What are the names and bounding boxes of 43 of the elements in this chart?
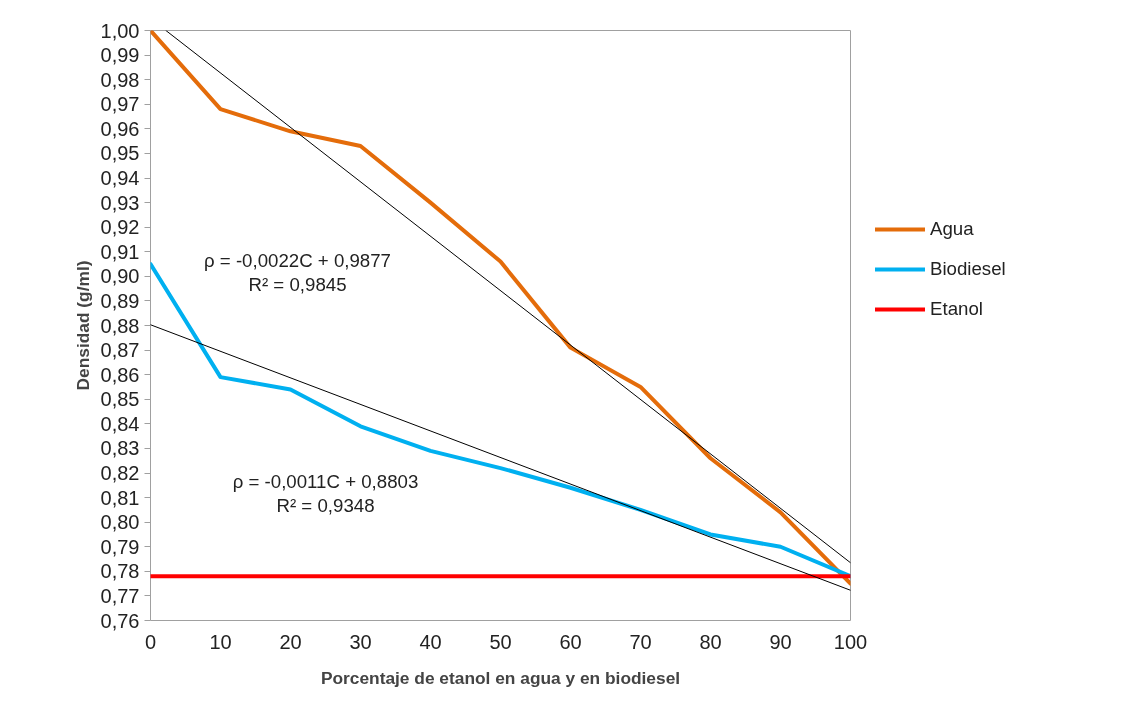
- x-tick-label: 50: [489, 630, 512, 653]
- y-tick-label: 0,84: [100, 412, 140, 435]
- y-tick-label: 0,82: [100, 462, 140, 484]
- y-tick-label: 0,80: [100, 511, 140, 534]
- y-tick-label: 0,96: [100, 117, 140, 140]
- x-tick-label: 70: [629, 630, 652, 653]
- y-axis-title: Densidad (g/ml): [72, 260, 93, 391]
- y-tick-label: 0,88: [100, 314, 140, 337]
- y-tick-label: 0,90: [100, 265, 140, 288]
- y-tick-label: 0,86: [100, 363, 140, 386]
- x-tick-label: 40: [419, 630, 442, 653]
- y-tick-label: 0,77: [100, 584, 140, 607]
- x-axis-title: Porcentaje de etanol en agua y en biodiesel: [320, 667, 681, 688]
- y-tick-label: 0,83: [100, 437, 140, 460]
- x-tick-label: 80: [699, 630, 722, 653]
- x-tick-label: 60: [559, 630, 582, 653]
- y-tick-label: 0,98: [100, 68, 140, 91]
- y-tick-label: 0,97: [100, 93, 140, 116]
- x-tick-label: 10: [209, 630, 232, 653]
- y-tick-label: 0,91: [100, 240, 140, 263]
- y-tick-label: 0,78: [100, 560, 140, 583]
- y-tick-label: 0,95: [100, 142, 140, 165]
- y-tick-label: 1,00: [100, 19, 140, 42]
- legend-label: Etanol: [930, 298, 983, 320]
- y-tick-label: 0,76: [100, 609, 140, 632]
- y-tick-label: 0,92: [100, 216, 140, 239]
- y-tick-label: 0,93: [100, 191, 140, 214]
- y-tick-label: 0,79: [100, 535, 140, 558]
- y-tick-label: 0,99: [100, 44, 140, 67]
- annotation: ρ = -0,0022C + 0,9877 R² = 0,9845: [204, 249, 391, 295]
- x-tick-label: 20: [279, 630, 302, 653]
- annotation: ρ = -0,0011C + 0,8803 R² = 0,9348: [232, 471, 419, 517]
- x-tick-label: 0: [144, 630, 157, 653]
- y-tick-label: 0,94: [100, 167, 140, 189]
- y-tick-label: 0,87: [100, 339, 140, 362]
- y-tick-label: 0,89: [100, 289, 140, 312]
- x-tick-label: 30: [349, 630, 372, 653]
- y-tick-label: 0,85: [100, 388, 140, 411]
- legend-label: Agua: [930, 218, 974, 240]
- legend-label: Biodiesel: [930, 258, 1006, 280]
- x-tick-label: 100: [833, 630, 868, 653]
- y-tick-label: 0,81: [100, 486, 140, 509]
- x-tick-label: 90: [769, 630, 792, 653]
